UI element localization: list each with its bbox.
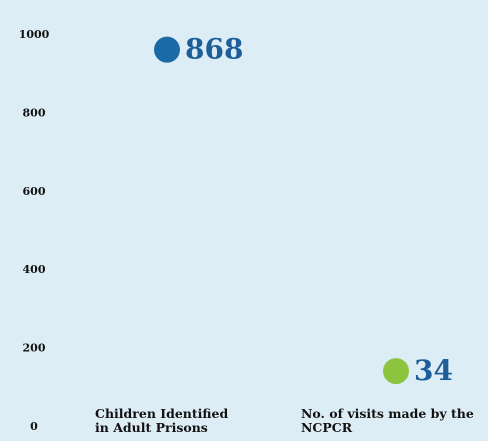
data-label: 34 — [414, 354, 453, 387]
data-points: 868 34 — [154, 33, 453, 387]
y-axis-ticks: 0 200 400 600 800 1000 — [19, 28, 50, 433]
y-tick-label: 600 — [23, 185, 46, 198]
y-tick-label: 800 — [23, 106, 46, 119]
x-axis-categories: Children Identified in Adult Prisons No. o… — [95, 406, 474, 435]
y-tick-label: 400 — [23, 263, 46, 276]
y-tick-label: 0 — [30, 420, 38, 433]
x-category-label: No. of visits made by the NCPCR — [301, 406, 474, 435]
data-point — [383, 358, 409, 385]
x-category-label: Children Identified in Adult Prisons — [95, 406, 228, 435]
data-label: 868 — [185, 33, 243, 66]
y-tick-label: 200 — [23, 342, 46, 355]
data-point — [154, 36, 180, 63]
y-tick-label: 1000 — [19, 28, 50, 41]
